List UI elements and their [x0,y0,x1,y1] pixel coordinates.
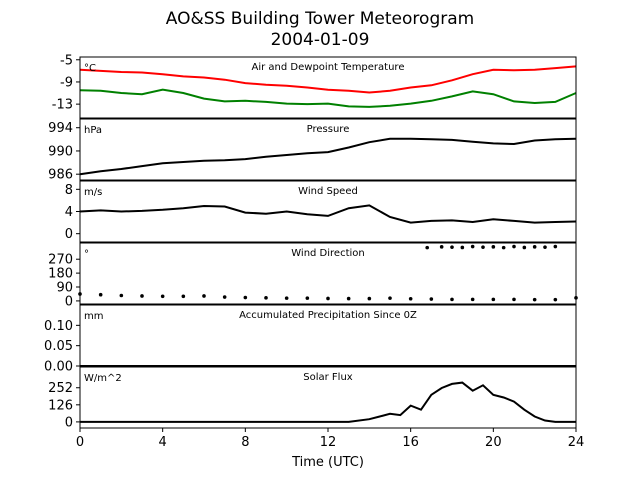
data-point [243,295,248,300]
y-tick-label: 0 [65,415,73,430]
series-line-1 [79,65,577,94]
data-point [470,244,475,249]
unit-label: ° [84,249,89,260]
panels: -13 -9 -5 °C Air and Dewpoint Temperature 986… [44,53,578,430]
y-tick-label: 252 [48,381,73,396]
unit-label: mm [84,311,103,322]
data-point [491,297,496,302]
y-tick-label: 0 [65,294,73,309]
data-point [222,295,227,299]
data-point [119,293,124,298]
data-point [470,297,475,302]
data-point [522,245,527,250]
series-line-2 [79,88,577,108]
data-point [501,245,506,250]
y-tick-label: -13 [52,98,73,113]
y-tick-label: 0 [65,227,73,242]
y-tick-label: 0.10 [44,319,73,334]
x-tick-label: 20 [485,435,502,450]
data-point [481,245,485,249]
y-tick-label: -5 [60,53,73,68]
data-point [450,297,454,302]
x-tick-label: 4 [159,435,167,450]
panel-1: -13 -9 -5 °C Air and Dewpoint Temperature [52,53,577,119]
data-point [512,297,516,302]
data-point [346,296,351,301]
data-point [181,294,186,299]
y-tick-label: -9 [60,75,73,90]
panel-frame [79,56,577,119]
panel-frame [79,304,577,367]
unit-label: hPa [84,125,102,136]
y-tick-label: 990 [48,144,73,159]
series-line-1 [79,204,577,224]
series-line-1 [79,137,577,176]
panel-title: Pressure [307,124,350,135]
data-point [160,294,165,299]
panel-title: Accumulated Precipitation Since 0Z [239,310,417,321]
data-point [326,296,330,301]
y-tick-label: 0.05 [44,339,73,354]
data-point [532,297,537,302]
x-tick-label: 8 [241,435,249,450]
x-axis-label: Time (UTC) [291,455,364,470]
figure-title: AO&SS Building Tower Meteorogram [166,9,474,29]
panel-2: 986 990 994 hPa Pressure [48,118,577,183]
data-point [491,245,496,249]
data-point [460,245,465,250]
figure-subtitle: 2004-01-09 [271,30,370,50]
panel-5: 0.00 0.05 0.10 mm Accumulated Precipitation … [44,304,577,375]
data-point [543,245,547,249]
y-tick-label: 0.00 [44,360,73,375]
data-point [202,294,206,298]
x-axis: 0 4 8 12 16 20 24 [76,428,584,450]
panel-3: 0 4 8 m/s Wind Speed [65,180,577,243]
panel-title: Wind Direction [291,248,365,259]
x-tick-label: 0 [76,435,84,450]
x-tick-label: 24 [568,435,585,450]
data-point [284,296,289,300]
data-point [367,296,372,301]
x-tick-label: 12 [320,435,337,450]
unit-label: m/s [84,187,102,198]
data-point [532,245,537,249]
unit-label: °C [84,63,96,74]
y-tick-label: 270 [48,253,73,268]
data-point [553,244,558,249]
y-tick-label: 180 [48,267,73,282]
panel-6: 0 126 252 W/m^2 Solar Flux [48,366,577,430]
y-tick-label: 986 [48,168,73,183]
data-point [264,296,268,300]
panel-title: Solar Flux [303,372,353,383]
y-tick-label: 126 [48,398,73,413]
data-point [429,297,434,301]
data-point [553,297,558,302]
data-point [98,292,103,297]
data-point [305,296,310,300]
y-tick-label: 8 [65,183,73,198]
data-point [439,245,444,249]
data-point [408,296,413,301]
x-tick-label: 16 [402,435,419,450]
data-point [450,245,454,249]
panel-frame [79,118,577,181]
y-tick-label: 994 [48,121,73,136]
data-point [140,294,144,298]
y-tick-label: 4 [65,205,73,220]
data-point [425,245,430,250]
data-point [512,244,516,249]
series-line-1 [80,381,576,423]
data-point [388,296,392,300]
panel-title: Wind Speed [298,186,358,197]
y-tick-label: 90 [56,281,73,296]
panel-title: Air and Dewpoint Temperature [252,62,405,73]
unit-label: W/m^2 [84,373,122,384]
